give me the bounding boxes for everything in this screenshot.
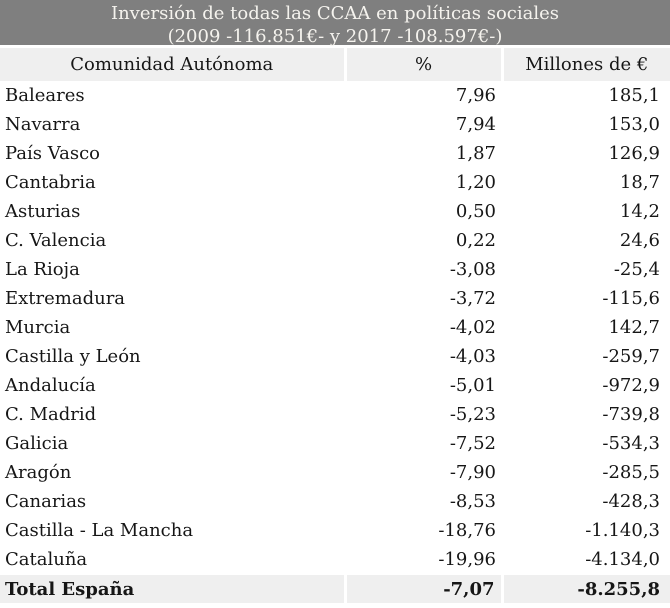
- table-row: País Vasco 1,87 126,9: [0, 139, 670, 168]
- table-row: Andalucía -5,01 -972,9: [0, 371, 670, 400]
- cell-millones: -115,6: [602, 288, 660, 309]
- total-percent: -7,07: [343, 573, 502, 603]
- cell-comunidad: País Vasco: [5, 143, 100, 164]
- cell-percent: -3,08: [449, 259, 496, 280]
- cell-millones: -739,8: [602, 404, 660, 425]
- table-row: C. Valencia 0,22 24,6: [0, 226, 670, 255]
- table-row: Galicia -7,52 -534,3: [0, 429, 670, 458]
- cell-comunidad: Andalucía: [5, 375, 96, 396]
- cell-millones: 24,6: [619, 230, 660, 251]
- cell-percent: -7,90: [449, 462, 496, 483]
- cell-comunidad: Murcia: [5, 317, 71, 338]
- column-header-row: Comunidad Autónoma % Millones de €: [0, 48, 670, 81]
- table-row: Baleares 7,96 185,1: [0, 81, 670, 110]
- data-table: Comunidad Autónoma % Millones de € Balea…: [0, 48, 670, 603]
- table-row: Castilla - La Mancha -18,76 -1.140,3: [0, 516, 670, 545]
- cell-millones: -259,7: [602, 346, 660, 367]
- cell-percent: -5,23: [449, 404, 496, 425]
- cell-comunidad: Navarra: [5, 114, 81, 135]
- table-row: Extremadura -3,72 -115,6: [0, 284, 670, 313]
- table-row: Aragón -7,90 -285,5: [0, 458, 670, 487]
- cell-millones: 14,2: [619, 201, 660, 222]
- cell-millones: -285,5: [602, 462, 660, 483]
- cell-comunidad: Cataluña: [5, 548, 88, 570]
- cell-millones: -25,4: [613, 259, 660, 280]
- cell-millones: -1.140,3: [585, 520, 660, 541]
- table-row: Canarias -8,53 -428,3: [0, 487, 670, 516]
- cell-millones: 126,9: [608, 143, 660, 164]
- table-row: Asturias 0,50 14,2: [0, 197, 670, 226]
- table-row: Cantabria 1,20 18,7: [0, 168, 670, 197]
- table-row: Castilla y León -4,03 -259,7: [0, 342, 670, 371]
- cell-percent: -18,76: [438, 520, 496, 541]
- table-row: La Rioja -3,08 -25,4: [0, 255, 670, 284]
- total-label: Total España: [0, 573, 345, 603]
- table-body: Baleares 7,96 185,1 Navarra 7,94 153,0 P…: [0, 81, 670, 574]
- cell-percent: 7,94: [455, 114, 496, 135]
- cell-comunidad: Cantabria: [5, 172, 96, 193]
- cell-percent: 7,96: [455, 85, 496, 106]
- table-title-bar: Inversión de todas las CCAA en políticas…: [0, 0, 670, 48]
- column-header-percent: %: [343, 48, 502, 81]
- cell-millones: 185,1: [608, 85, 660, 106]
- cell-comunidad: C. Valencia: [5, 230, 107, 251]
- cell-millones: -534,3: [602, 433, 660, 454]
- cell-percent: 1,87: [455, 143, 496, 164]
- total-millones: -8.255,8: [500, 573, 670, 603]
- cell-comunidad: Castilla - La Mancha: [5, 520, 194, 541]
- cell-comunidad: La Rioja: [5, 259, 80, 280]
- cell-millones: -4.134,0: [585, 548, 660, 570]
- cell-percent: 0,22: [455, 230, 496, 251]
- cell-millones: 142,7: [608, 317, 660, 338]
- cell-percent: -4,02: [449, 317, 496, 338]
- cell-comunidad: Asturias: [5, 201, 81, 222]
- cell-comunidad: C. Madrid: [5, 404, 97, 425]
- cell-percent: -7,52: [449, 433, 496, 454]
- title-line-1: Inversión de todas las CCAA en políticas…: [110, 3, 560, 24]
- cell-comunidad: Castilla y León: [5, 346, 141, 367]
- cell-millones: -428,3: [602, 491, 660, 512]
- cell-comunidad: Baleares: [5, 85, 85, 106]
- cell-comunidad: Aragón: [5, 462, 72, 483]
- cell-percent: -19,96: [438, 548, 496, 570]
- cell-comunidad: Canarias: [5, 491, 87, 512]
- table-row: Navarra 7,94 153,0: [0, 110, 670, 139]
- cell-comunidad: Extremadura: [5, 288, 126, 309]
- table-row: Cataluña -19,96 -4.134,0: [0, 545, 670, 574]
- cell-millones: 18,7: [619, 172, 660, 193]
- cell-percent: -4,03: [449, 346, 496, 367]
- column-header-comunidad: Comunidad Autónoma: [0, 48, 345, 81]
- table-row: Murcia -4,02 142,7: [0, 313, 670, 342]
- cell-comunidad: Galicia: [5, 433, 69, 454]
- cell-millones: 153,0: [608, 114, 660, 135]
- cell-percent: 0,50: [455, 201, 496, 222]
- cell-percent: -3,72: [449, 288, 496, 309]
- column-header-millones: Millones de €: [500, 48, 670, 81]
- cell-percent: -8,53: [449, 491, 496, 512]
- total-row: Total España -7,07 -8.255,8: [0, 573, 670, 603]
- cell-percent: 1,20: [455, 172, 496, 193]
- cell-millones: -972,9: [602, 375, 660, 396]
- table-row: C. Madrid -5,23 -739,8: [0, 400, 670, 429]
- cell-percent: -5,01: [449, 375, 496, 396]
- title-line-2: (2009 -116.851€- y 2017 -108.597€-): [167, 26, 503, 47]
